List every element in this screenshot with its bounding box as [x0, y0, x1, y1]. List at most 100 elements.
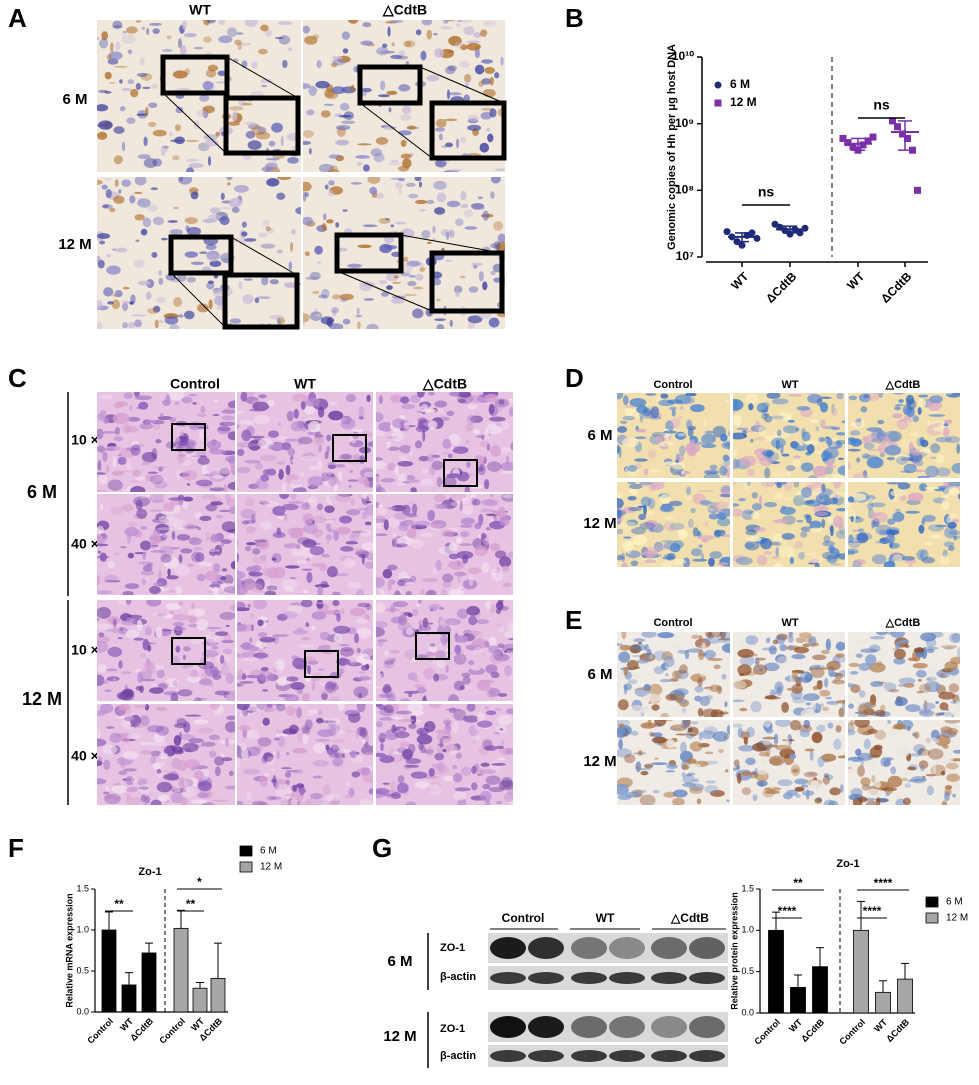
tissue-texture	[130, 479, 139, 483]
magnification-label: 10 ×	[71, 642, 99, 658]
blot-band	[689, 1016, 725, 1038]
tissue-texture	[144, 795, 151, 804]
tissue-texture	[905, 704, 921, 712]
tissue-texture	[362, 224, 378, 228]
tissue-texture	[171, 655, 180, 665]
tissue-texture	[618, 738, 623, 750]
tissue-texture	[619, 644, 632, 651]
tissue-texture	[434, 127, 446, 132]
tissue-texture	[913, 647, 925, 653]
legend-label: 6 M	[946, 897, 963, 908]
tissue-texture	[111, 470, 125, 476]
tissue-texture	[168, 590, 176, 593]
tissue-texture	[775, 439, 780, 450]
tissue-texture	[636, 659, 649, 664]
tissue-texture	[396, 747, 407, 754]
tissue-texture	[235, 32, 244, 35]
tissue-texture	[634, 458, 648, 462]
tissue-texture	[919, 764, 925, 772]
tissue-texture	[855, 653, 863, 659]
tissue-texture	[497, 625, 505, 634]
tissue-texture	[326, 219, 334, 224]
tissue-texture	[493, 221, 504, 231]
tissue-texture	[710, 709, 724, 717]
tissue-texture	[354, 535, 359, 544]
tissue-texture	[425, 723, 429, 727]
tissue-texture	[754, 437, 767, 441]
tissue-texture	[357, 143, 372, 146]
tissue-texture	[504, 519, 509, 526]
tissue-texture	[149, 533, 161, 546]
tissue-texture	[862, 730, 873, 736]
tissue-texture	[673, 644, 685, 650]
tissue-texture	[356, 589, 365, 595]
tissue-texture	[934, 422, 943, 426]
tissue-texture	[836, 507, 845, 512]
tissue-texture	[123, 716, 135, 722]
tissue-texture	[140, 525, 148, 530]
tissue-texture	[481, 433, 485, 440]
tissue-texture	[406, 513, 418, 518]
tissue-texture	[283, 585, 295, 592]
tissue-texture	[169, 229, 183, 235]
tissue-texture	[837, 465, 845, 476]
tissue-texture	[301, 693, 310, 701]
tissue-texture	[657, 632, 675, 639]
tissue-texture	[427, 509, 436, 521]
tissue-texture	[640, 496, 652, 507]
tissue-texture	[825, 696, 833, 700]
tissue-texture	[271, 122, 283, 133]
zoom-line	[230, 236, 298, 276]
tissue-texture	[745, 635, 759, 645]
tissue-texture	[348, 485, 352, 488]
tissue-texture	[126, 732, 141, 740]
tissue-texture	[244, 459, 261, 464]
x-tick-label: ΔCdtB	[128, 1016, 155, 1043]
blot-band	[528, 1016, 564, 1038]
tissue-texture	[197, 697, 208, 701]
tissue-texture	[754, 450, 758, 455]
tissue-texture	[347, 479, 359, 482]
tissue-texture	[259, 636, 276, 643]
tissue-texture	[457, 398, 467, 404]
tissue-texture	[229, 318, 242, 324]
tissue-texture	[387, 162, 401, 166]
tissue-texture	[863, 784, 871, 788]
tissue-texture	[928, 414, 946, 417]
tissue-texture	[733, 458, 740, 470]
tissue-texture	[503, 792, 513, 803]
tissue-texture	[647, 449, 656, 459]
inset-box	[443, 459, 478, 487]
tissue-texture	[262, 706, 276, 713]
tissue-texture	[726, 725, 730, 735]
tissue-texture	[253, 414, 271, 425]
tissue-texture	[714, 529, 726, 537]
tissue-texture	[839, 655, 845, 666]
tissue-texture	[467, 567, 482, 575]
micrograph	[733, 720, 845, 805]
tissue-texture	[361, 494, 368, 500]
tissue-texture	[427, 420, 438, 430]
tissue-texture	[99, 503, 104, 511]
tissue-texture	[831, 407, 838, 417]
y-tick-label: 0.5	[741, 966, 754, 976]
tissue-texture	[669, 558, 686, 565]
tissue-texture	[318, 401, 324, 405]
tissue-texture	[341, 649, 353, 652]
tissue-texture	[283, 515, 288, 522]
tissue-texture	[440, 635, 449, 644]
tissue-texture	[391, 396, 399, 402]
tissue-texture	[289, 602, 304, 607]
tissue-texture	[455, 290, 460, 297]
tissue-texture	[357, 602, 371, 608]
tissue-texture	[916, 690, 924, 694]
tissue-texture	[121, 141, 126, 152]
tissue-texture	[953, 535, 958, 541]
tissue-texture	[429, 704, 442, 709]
tissue-texture	[141, 451, 157, 463]
tissue-texture	[704, 784, 719, 794]
tissue-texture	[137, 154, 151, 160]
data-point	[869, 133, 877, 141]
tissue-texture	[209, 683, 214, 687]
tissue-texture	[401, 504, 411, 516]
